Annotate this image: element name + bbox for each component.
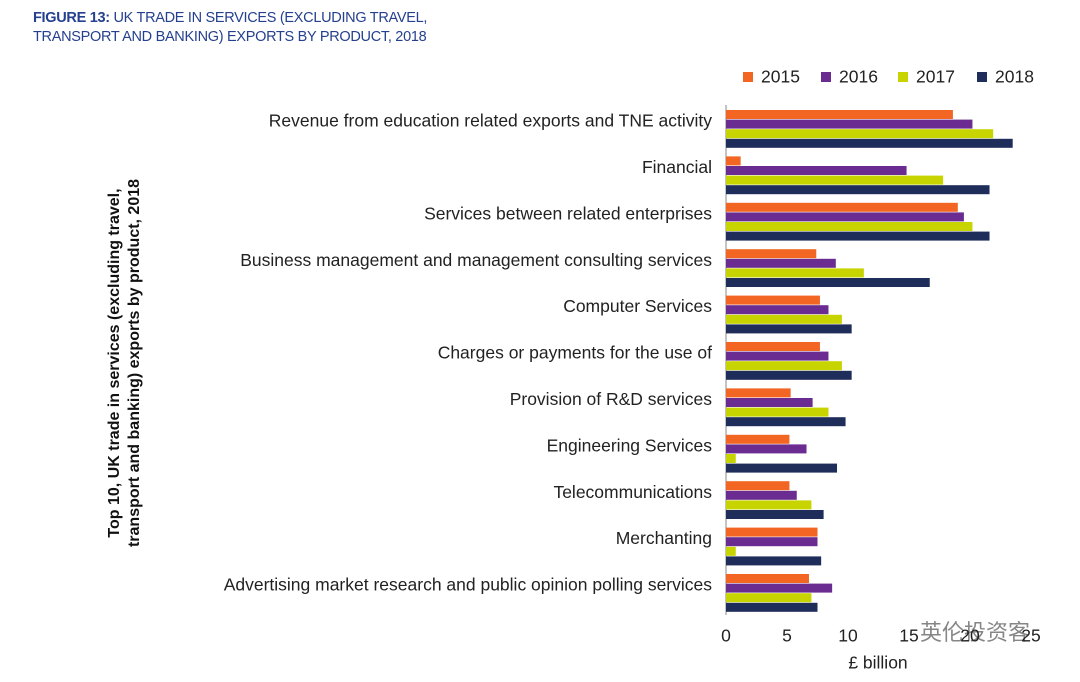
x-axis-label: £ billion: [848, 653, 907, 673]
category-label: Financial: [642, 157, 712, 177]
figure-label: FIGURE 13:: [33, 10, 110, 26]
bar: [726, 490, 797, 500]
category-label: Computer Services: [563, 296, 712, 316]
x-tick-label: 25: [1021, 626, 1040, 646]
category-label: Business management and management consu…: [240, 250, 712, 270]
bar: [726, 258, 836, 268]
bar: [726, 388, 791, 398]
legend-label: 2015: [761, 67, 800, 87]
legend-label: 2016: [839, 67, 878, 87]
bar: [726, 537, 818, 547]
chart-title: UK TRADE IN SERVICES (EXCLUDING TRAVEL, …: [33, 10, 428, 45]
x-tick-label: 20: [960, 626, 980, 646]
bar: [726, 268, 864, 278]
legend-swatch: [743, 72, 753, 82]
bar: [726, 166, 907, 175]
bar: [726, 156, 741, 166]
category-label: Merchanting: [616, 528, 712, 548]
bar: [726, 546, 736, 556]
category-label: Provision of R&D services: [510, 389, 713, 409]
legend-swatch: [898, 72, 908, 82]
bar: [726, 434, 790, 444]
bar: [726, 407, 829, 417]
category-label: Services between related enterprises: [424, 203, 712, 223]
category-label: Revenue from education related exports a…: [269, 111, 712, 131]
bar: [726, 481, 790, 491]
bar: [726, 119, 973, 129]
bar: [726, 351, 829, 361]
bar: [726, 593, 812, 603]
legend-swatch: [977, 72, 987, 82]
bar: [726, 110, 953, 119]
bar: [726, 138, 1013, 148]
bar: [726, 463, 838, 473]
x-tick-label: 15: [899, 626, 918, 646]
x-tick-label: 5: [782, 626, 792, 646]
bar: [726, 175, 944, 185]
bar: [726, 185, 990, 195]
bar: [726, 527, 818, 537]
bar: [726, 249, 817, 259]
bar: [726, 556, 822, 566]
category-label: Advertising market research and public o…: [224, 575, 713, 595]
bar: [726, 202, 958, 212]
bar: [726, 574, 809, 583]
category-label: Charges or payments for the use of: [438, 343, 712, 363]
title-block: FIGURE 13: UK TRADE IN SERVICES (EXCLUDI…: [33, 9, 503, 47]
watermark: 英伦投资客: [920, 620, 1030, 645]
bar: [726, 324, 852, 334]
bar: [726, 314, 842, 324]
legend-swatch: [821, 72, 831, 82]
x-tick-label: 10: [838, 626, 858, 646]
bar: [726, 510, 824, 519]
legend-label: 2017: [916, 67, 955, 87]
bar: [726, 222, 973, 231]
bar: [726, 454, 736, 463]
bar: [726, 278, 930, 287]
bar: [726, 583, 833, 593]
bar: [726, 361, 842, 371]
bar: [726, 500, 812, 510]
bar: [726, 398, 813, 407]
bar: [726, 342, 820, 351]
bar: [726, 370, 852, 380]
bar: [726, 305, 829, 315]
bar: [726, 231, 990, 241]
category-label: Telecommunications: [553, 482, 712, 502]
bar: [726, 295, 820, 305]
bar: [726, 444, 807, 454]
bar: [726, 129, 994, 139]
bar: [726, 602, 818, 612]
bar: [726, 212, 964, 222]
x-tick-label: 0: [721, 626, 731, 646]
legend-label: 2018: [995, 67, 1034, 87]
bar: [726, 417, 846, 427]
category-label: Engineering Services: [547, 435, 713, 455]
